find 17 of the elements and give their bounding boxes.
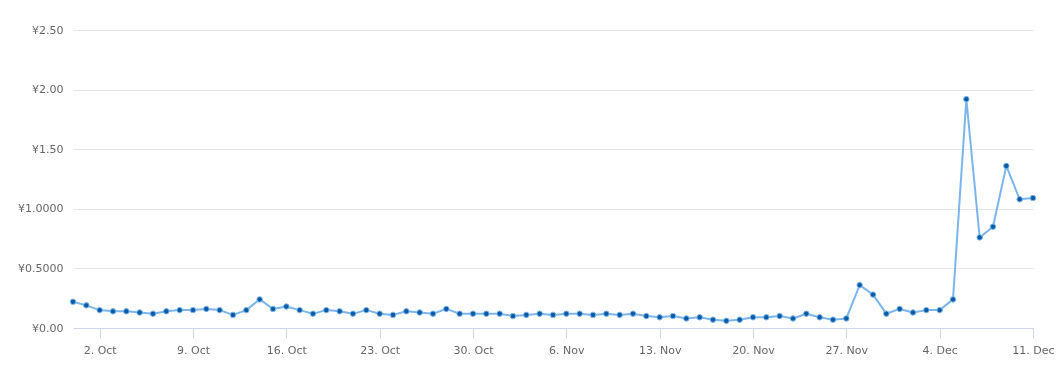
x-tick-label: 30. Oct [453,343,495,357]
y-tick-label: ¥1.0000 [18,202,64,216]
x-tick-label: 27. Nov [825,343,869,357]
y-tick-label: ¥2.50 [32,23,64,37]
y-tick-label: ¥0.5000 [18,261,64,275]
x-tick-label: 11. Dec [1012,343,1055,357]
x-tick-label: 23. Oct [360,343,401,357]
x-tick-label: 2. Oct [83,343,118,357]
x-tick-label: 13. Nov [638,343,682,357]
x-tick-label: 9. Oct [176,343,211,357]
x-tick-label: 4. Dec [922,343,958,357]
x-tick-label: 16. Oct [266,343,308,357]
x-tick-label: 6. Nov [549,343,586,357]
y-tick-label: ¥2.00 [32,83,64,97]
y-tick-label: ¥0.00 [32,321,64,335]
y-tick-label: ¥1.50 [32,142,64,156]
x-tick-label: 20. Nov [732,343,776,357]
